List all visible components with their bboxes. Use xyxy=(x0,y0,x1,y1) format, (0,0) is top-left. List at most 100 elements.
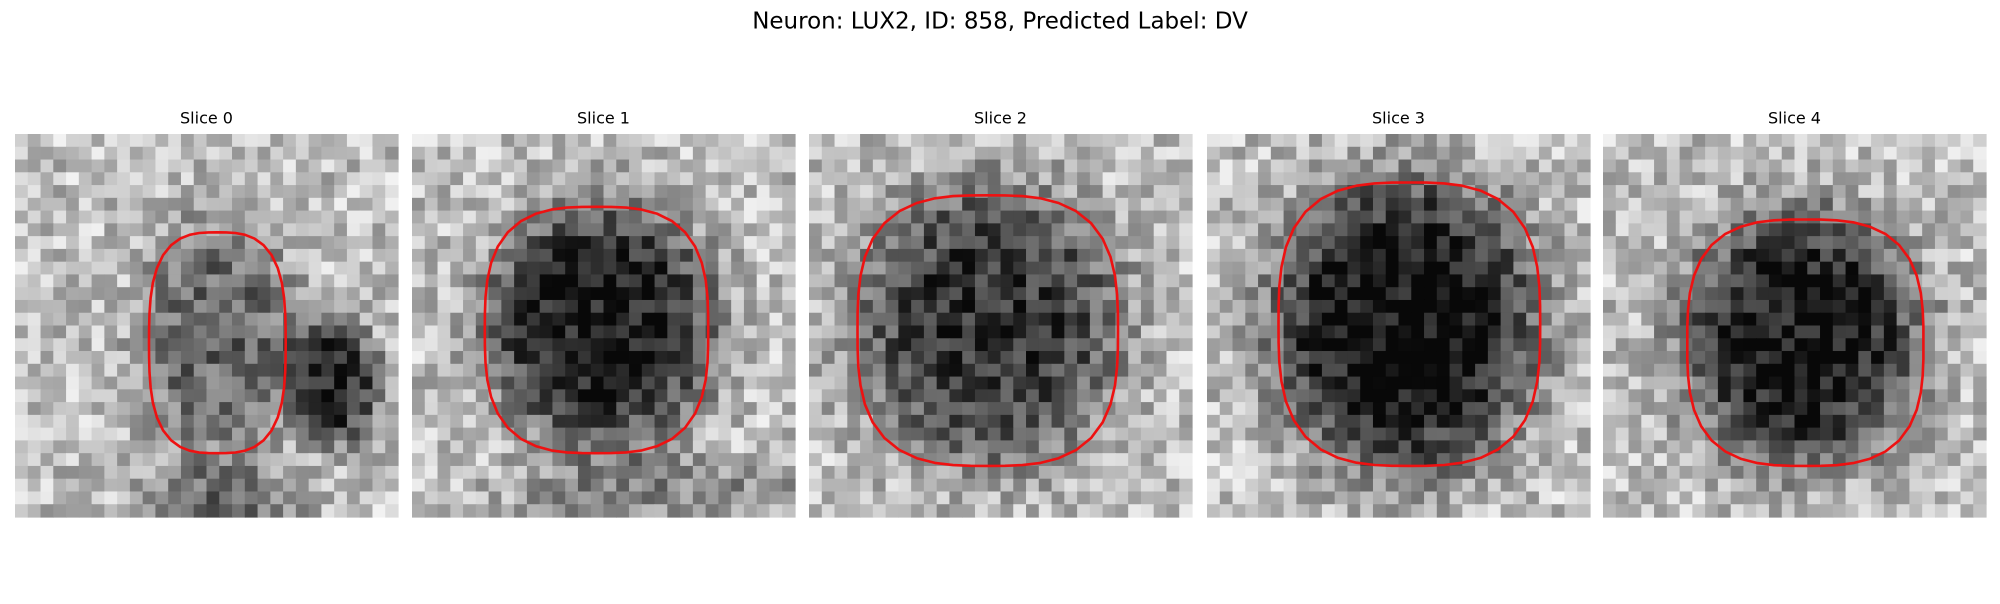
pixel xyxy=(450,261,464,276)
pixel xyxy=(295,363,310,378)
pixel xyxy=(974,491,989,505)
pixel xyxy=(1871,338,1885,352)
pixel xyxy=(565,376,579,390)
pixel xyxy=(629,274,643,288)
pixel xyxy=(782,402,796,416)
pixel xyxy=(283,389,297,403)
pixel xyxy=(1973,146,1987,161)
pixel xyxy=(1309,299,1323,314)
pixel xyxy=(1832,146,1847,161)
pixel xyxy=(1219,159,1234,173)
pixel xyxy=(654,287,668,301)
pixel xyxy=(40,223,54,237)
contour xyxy=(483,205,710,455)
pixel xyxy=(1309,491,1323,505)
pixel xyxy=(552,414,566,429)
pixel xyxy=(1296,504,1310,518)
pixel xyxy=(1896,440,1910,454)
pixel xyxy=(654,504,668,518)
pixel xyxy=(501,299,515,314)
pixel xyxy=(667,440,681,454)
pixel xyxy=(1717,172,1732,186)
pixel xyxy=(987,389,1002,403)
pixel xyxy=(1705,440,1719,454)
pixel xyxy=(1411,197,1425,212)
pixel xyxy=(577,236,592,250)
pixel xyxy=(1973,236,1987,250)
pixel xyxy=(705,261,719,276)
pixel xyxy=(463,351,477,365)
pixel xyxy=(834,197,848,212)
pixel xyxy=(1551,363,1566,378)
pixel xyxy=(78,478,93,493)
pixel xyxy=(488,440,502,454)
pixel xyxy=(1756,491,1770,505)
pixel xyxy=(1038,338,1053,352)
pixel xyxy=(219,453,233,467)
pixel xyxy=(962,338,976,352)
pixel xyxy=(1462,159,1476,173)
pixel xyxy=(308,261,322,276)
pixel xyxy=(809,299,823,314)
pixel xyxy=(821,261,836,276)
pixel xyxy=(1922,402,1936,416)
pixel xyxy=(1871,210,1885,224)
pixel xyxy=(1934,491,1949,505)
pixel xyxy=(91,146,105,161)
pixel xyxy=(1909,248,1923,263)
pixel xyxy=(129,351,144,365)
pixel xyxy=(667,351,681,365)
pixel xyxy=(244,351,259,365)
pixel xyxy=(603,402,617,416)
pixel xyxy=(1909,491,1923,505)
pixel xyxy=(809,504,823,518)
pixel xyxy=(232,261,246,276)
pixel xyxy=(898,274,912,288)
pixel xyxy=(334,287,348,301)
pixel xyxy=(1411,299,1425,314)
pixel xyxy=(53,414,67,429)
pixel xyxy=(590,274,605,288)
pixel xyxy=(1896,210,1910,224)
pixel xyxy=(1166,299,1180,314)
pixel xyxy=(1883,478,1898,493)
pixel xyxy=(654,312,668,327)
pixel xyxy=(1692,185,1706,199)
pixel xyxy=(359,261,374,276)
pixel xyxy=(629,261,643,276)
pixel xyxy=(1321,299,1336,314)
pixel xyxy=(1424,351,1438,365)
pixel xyxy=(885,338,899,352)
pixel xyxy=(1232,159,1246,173)
pixel xyxy=(1756,440,1770,454)
pixel xyxy=(565,261,579,276)
pixel xyxy=(1871,389,1885,403)
pixel xyxy=(53,440,67,454)
pixel xyxy=(359,223,374,237)
pixel xyxy=(616,351,630,365)
pixel xyxy=(1654,223,1668,237)
pixel xyxy=(1679,312,1693,327)
pixel xyxy=(1462,312,1476,327)
pixel xyxy=(1309,172,1323,186)
pixel xyxy=(514,197,528,212)
pixel xyxy=(1424,491,1438,505)
pixel xyxy=(1922,478,1936,493)
pixel xyxy=(949,248,963,263)
pixel xyxy=(1153,185,1168,199)
pixel xyxy=(1115,197,1129,212)
pixel xyxy=(1526,478,1540,493)
pixel xyxy=(629,453,643,467)
pixel xyxy=(1321,465,1336,480)
pixel xyxy=(1513,287,1527,301)
pixel xyxy=(1128,351,1142,365)
pixel xyxy=(949,210,963,224)
image-panel xyxy=(1603,134,1987,518)
pixel xyxy=(936,376,951,390)
pixel xyxy=(117,491,131,505)
pixel xyxy=(1385,248,1400,263)
contour xyxy=(1686,218,1925,468)
pixel xyxy=(1858,376,1872,390)
pixel xyxy=(501,325,515,339)
pixel xyxy=(66,287,80,301)
